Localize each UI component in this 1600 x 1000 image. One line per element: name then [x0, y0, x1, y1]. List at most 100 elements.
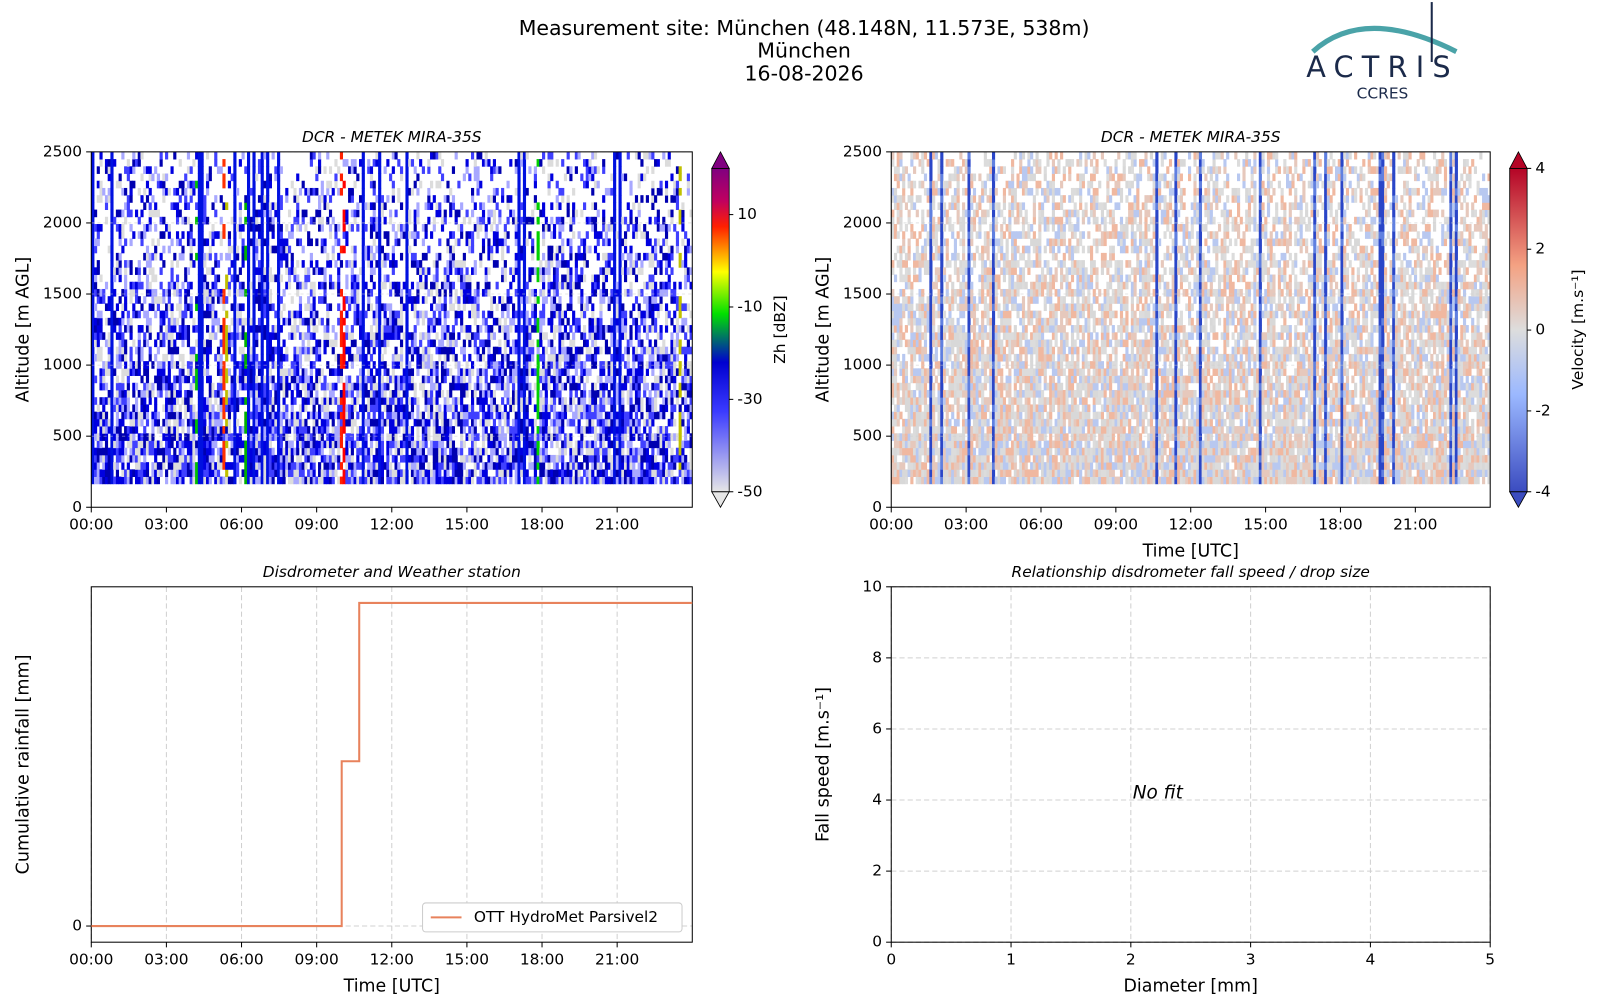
radar-cell: [266, 447, 270, 456]
radar-cell: [419, 267, 423, 275]
radar-cell: [186, 426, 191, 434]
radar-cell: [410, 159, 415, 167]
radar-cell: [197, 317, 201, 326]
radar-cell: [435, 375, 439, 384]
radar-cell: [438, 476, 442, 485]
radar-cell: [143, 332, 147, 340]
radar-cell: [525, 368, 529, 376]
radar-cell: [367, 454, 371, 463]
radar-cell: [233, 462, 237, 470]
radar-cell: [364, 353, 368, 362]
radar-cell: [531, 426, 535, 434]
radar-cell: [460, 267, 464, 275]
radar-cell: [255, 267, 259, 275]
radar-cell: [154, 404, 158, 413]
radar-cell: [454, 288, 458, 297]
radar-cell: [454, 216, 458, 225]
radar-cell: [591, 397, 595, 405]
radar-cell: [129, 433, 133, 441]
radar-cell: [318, 476, 322, 485]
radar-cell: [129, 209, 133, 218]
radar-cell: [394, 151, 398, 160]
radar-cell: [588, 317, 592, 326]
radar-cell: [580, 173, 584, 182]
radar-cell: [328, 447, 333, 456]
radar-cell: [186, 375, 191, 384]
radar-cell: [162, 433, 166, 441]
radar-cell: [522, 245, 527, 254]
radar-cell: [369, 173, 374, 182]
radar-cell: [200, 195, 204, 203]
radar-cell: [454, 317, 458, 326]
radar-cell: [154, 476, 158, 485]
radar-cell: [309, 187, 313, 196]
radar-cell: [481, 202, 486, 211]
radar-cell: [542, 462, 546, 470]
radar-cell: [96, 317, 100, 326]
radar-cell: [419, 447, 423, 456]
radar-cell: [208, 462, 212, 470]
radar-cell: [118, 346, 122, 355]
radar-cell: [184, 274, 188, 283]
radar-cell: [219, 389, 223, 398]
radar-cell: [99, 151, 103, 160]
radar-cell: [167, 397, 171, 405]
radar-cell: [449, 447, 453, 456]
radar-cell: [369, 397, 374, 405]
radar-cell: [386, 462, 390, 470]
radar-cell: [345, 159, 349, 167]
radar-cell: [246, 346, 251, 355]
radar-cell: [569, 245, 573, 254]
radar-cell: [397, 426, 401, 434]
radar-cell: [525, 411, 529, 420]
radar-cell: [151, 195, 155, 203]
radar-cell: [257, 274, 262, 283]
radar-cell: [211, 382, 215, 391]
radar-cell: [197, 296, 201, 304]
radar-cell: [457, 224, 461, 232]
radar-cell: [110, 274, 114, 283]
radar-cell: [200, 339, 204, 348]
radar-cell: [277, 245, 281, 254]
radar-cell: [446, 462, 450, 470]
radar-cell: [159, 325, 163, 333]
radar-cell: [490, 353, 494, 362]
radar-cell: [126, 202, 130, 211]
radar-cell: [577, 411, 581, 420]
radar-cell: [361, 317, 365, 326]
radar-cell: [410, 404, 415, 413]
radar-cell: [236, 440, 240, 449]
radar-cell: [410, 187, 415, 196]
radar-cell: [552, 433, 557, 441]
radar-cell: [386, 375, 390, 384]
radar-cell: [241, 224, 245, 232]
radar-cell: [460, 382, 464, 391]
radar-cell: [129, 224, 133, 232]
radar-cell: [298, 462, 303, 470]
radar-cell: [315, 476, 319, 485]
radar-cell: [531, 368, 535, 376]
radar-cell: [244, 339, 248, 348]
radar-cell: [427, 216, 431, 225]
radar-cell: [440, 440, 445, 449]
radar-cell: [271, 418, 275, 427]
radar-cell: [337, 411, 341, 420]
radar-cell: [255, 361, 259, 369]
radar-cell: [424, 252, 428, 261]
radar-cell: [547, 267, 551, 275]
radar-cell: [348, 332, 352, 340]
radar-cell: [460, 454, 464, 463]
radar-cell: [375, 389, 379, 398]
radar-cell: [397, 288, 401, 297]
radar-cell: [345, 440, 349, 449]
radar-cell: [219, 339, 223, 348]
radar-cell: [569, 382, 573, 391]
radar-cell: [522, 404, 527, 413]
radar-cell: [132, 411, 136, 420]
radar-cell: [104, 303, 109, 312]
radar-cell: [121, 447, 125, 456]
radar-cell: [446, 426, 450, 434]
radar-cell: [268, 397, 272, 405]
radar-cell: [227, 231, 232, 239]
radar-cell: [236, 469, 240, 477]
